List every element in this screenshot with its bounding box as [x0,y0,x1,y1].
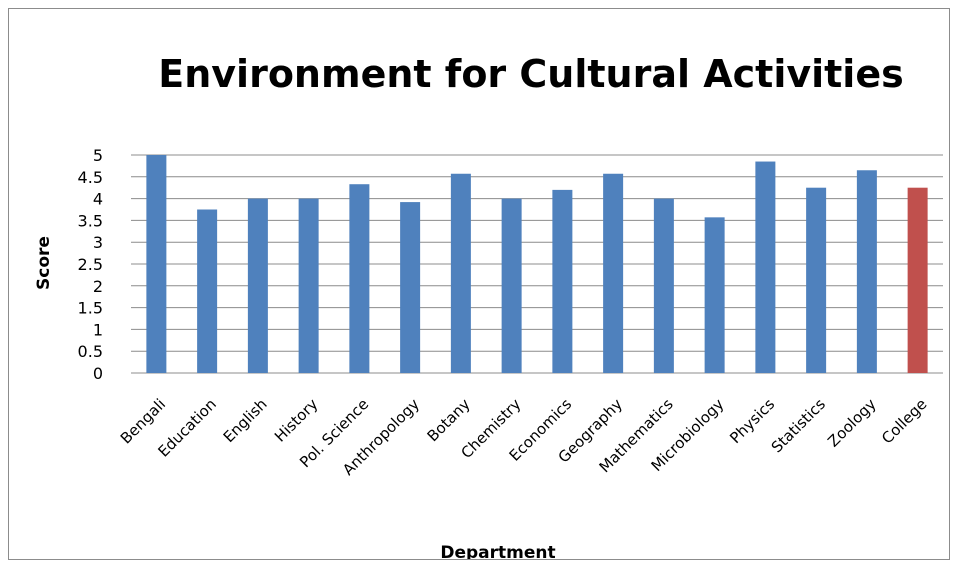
bar-economics [552,189,573,373]
x-tick-label: College [878,395,930,447]
y-tick-label: 2 [93,277,103,296]
bar-chemistry [501,198,522,373]
y-tick-label: 2.5 [78,255,103,274]
bar-chart: Environment for Cultural Activities Scor… [34,52,943,559]
y-tick-label: 3.5 [78,211,103,230]
y-tick-label: 0.5 [78,342,103,361]
bar-statistics [806,187,827,373]
y-tick-label: 4.5 [78,168,103,187]
chart-frame: Environment for Cultural Activities Scor… [8,8,950,560]
bar-english [247,198,268,373]
bar-anthropology [400,202,421,373]
bar-mathematics [653,198,674,373]
bar-education [197,209,218,373]
y-tick-label: 5 [93,146,103,165]
y-axis-title: Score [34,236,54,290]
bar-bengali [146,155,167,373]
bar-zoology [856,170,877,373]
x-tick-label: Statistics [768,395,829,456]
bars [146,155,928,373]
y-tick-label: 1 [93,320,103,339]
bar-geography [603,173,624,373]
x-tick-label: English [220,395,271,446]
bar-pol-science [349,184,370,373]
y-tick-label: 0 [93,364,103,383]
chart-title: Environment for Cultural Activities [158,52,903,96]
bar-microbiology [704,217,725,373]
bar-college [907,187,928,373]
y-tick-label: 1.5 [78,299,103,318]
bar-history [298,198,319,373]
x-tick-label: Zoology [824,395,880,451]
x-tick-label: History [271,395,322,446]
y-tick-label: 3 [93,233,103,252]
bar-physics [755,161,776,373]
x-axis-title: Department [440,543,555,559]
bar-botany [450,173,471,373]
y-tick-labels: 0 0.5 1 1.5 2 2.5 3 3.5 4 4.5 5 [78,146,103,383]
x-tick-label: Physics [726,395,778,447]
y-tick-label: 4 [93,190,103,209]
x-tick-label: Botany [424,395,474,445]
